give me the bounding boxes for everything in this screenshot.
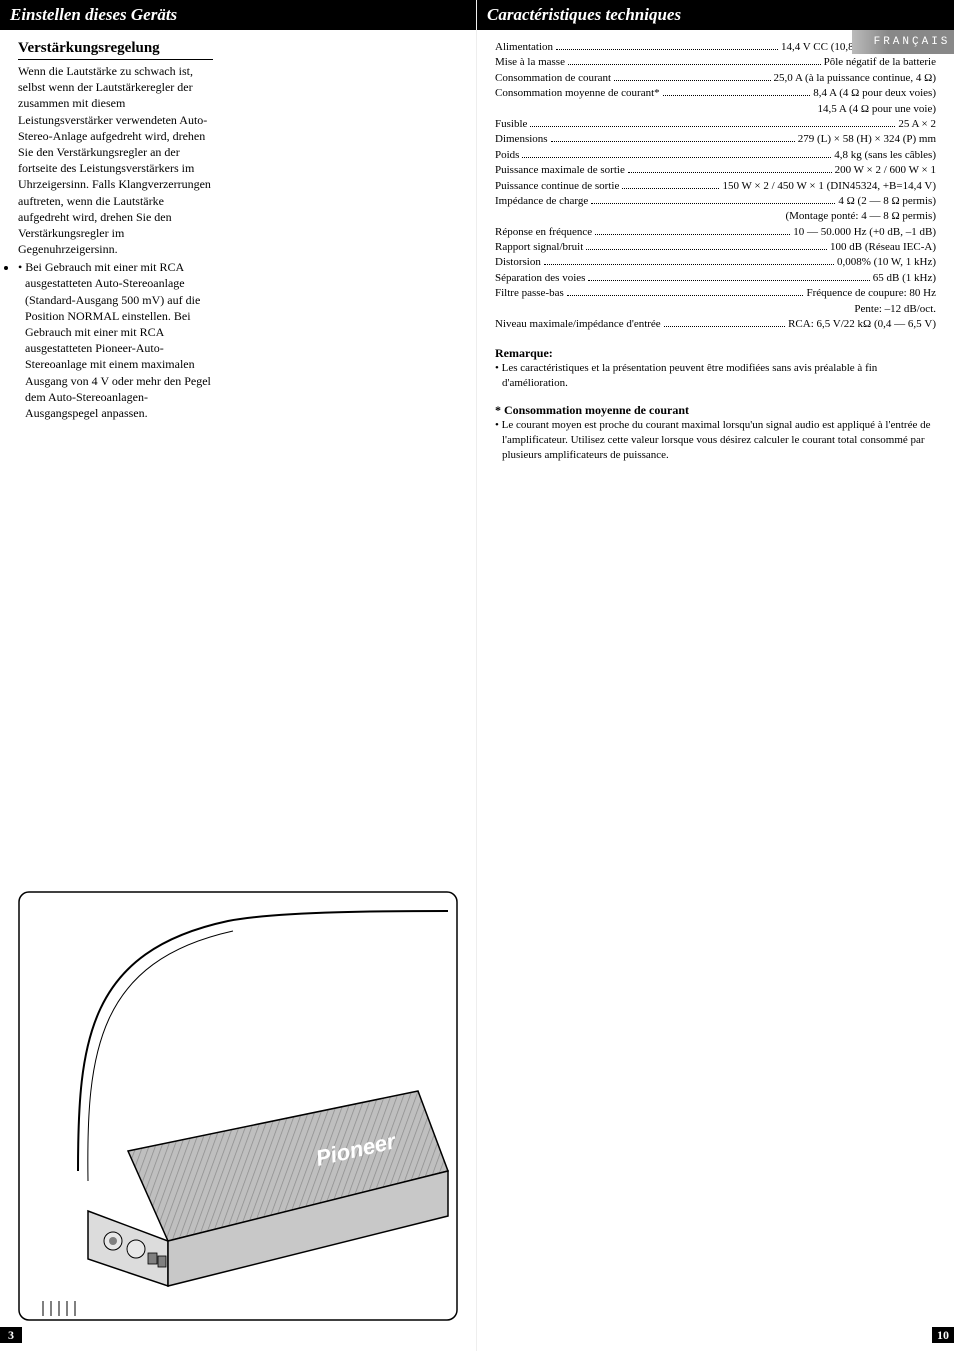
- section-title: Verstärkungsregelung: [18, 40, 213, 60]
- footnote-bullet: Le courant moyen est proche du courant m…: [495, 418, 936, 463]
- spec-label: Poids: [495, 148, 519, 163]
- spec-value: Fréquence de coupure: 80 Hz: [806, 286, 936, 301]
- spec-dots: [588, 280, 869, 281]
- spec-continuation: 14,5 A (4 Ω pour une voie): [495, 102, 936, 117]
- spec-dots: [530, 126, 895, 127]
- spec-dots: [556, 49, 778, 50]
- spec-label: Distorsion: [495, 255, 541, 270]
- amp-svg: Pioneer: [18, 891, 458, 1321]
- spec-dots: [522, 157, 831, 158]
- spec-label: Mise à la masse: [495, 55, 565, 70]
- spec-dots: [595, 234, 790, 235]
- spec-label: Dimensions: [495, 132, 548, 147]
- spec-value: Pôle négatif de la batterie: [824, 55, 936, 70]
- spec-row: Réponse en fréquence 10 — 50.000 Hz (+0 d…: [495, 225, 936, 240]
- spec-row: Mise à la masse Pôle négatif de la batter…: [495, 55, 936, 70]
- spec-value: 25,0 A (à la puissance continue, 4 Ω): [774, 71, 936, 86]
- spec-value: 8,4 A (4 Ω pour deux voies): [813, 86, 936, 101]
- spec-dots: [591, 203, 835, 204]
- amplifier-illustration: Pioneer: [18, 891, 458, 1321]
- spec-value: 100 dB (Réseau IEC-A): [830, 240, 936, 255]
- footnote-heading: * Consommation moyenne de courant: [495, 403, 936, 418]
- spec-row: Puissance continue de sortie 150 W × 2 / …: [495, 179, 936, 194]
- spec-row: Niveau maximale/impédance d'entrée RCA: 6…: [495, 317, 936, 332]
- spec-row: Poids 4,8 kg (sans les câbles): [495, 148, 936, 163]
- spec-label: Filtre passe-bas: [495, 286, 564, 301]
- spec-row: Séparation des voies 65 dB (1 kHz): [495, 271, 936, 286]
- language-tab: FRANÇAIS: [852, 30, 954, 54]
- spec-row: Rapport signal/bruit 100 dB (Réseau IEC-A…: [495, 240, 936, 255]
- spec-dots: [663, 95, 811, 96]
- spec-label: Rapport signal/bruit: [495, 240, 583, 255]
- spec-label: Alimentation: [495, 40, 553, 55]
- spec-dots: [551, 141, 795, 142]
- spec-row: Impédance de charge 4 Ω (2 — 8 Ω permis): [495, 194, 936, 209]
- spec-row: Dimensions 279 (L) × 58 (H) × 324 (P) mm: [495, 132, 936, 147]
- spec-value: 65 dB (1 kHz): [873, 271, 936, 286]
- left-page-number: 3: [0, 1327, 22, 1343]
- spec-dots: [586, 249, 827, 250]
- right-page-header: Caractéristiques techniques: [477, 0, 954, 30]
- left-page: Einstellen dieses Geräts Verstärkungsreg…: [0, 0, 477, 1351]
- remark-bullet: Les caractéristiques et la présentation …: [495, 361, 936, 391]
- spec-value: 25 A × 2: [898, 117, 936, 132]
- spec-row: Distorsion 0,008% (10 W, 1 kHz): [495, 255, 936, 270]
- remark-heading: Remarque:: [495, 346, 936, 361]
- spec-continuation: Pente: –12 dB/oct.: [495, 302, 936, 317]
- spec-list: Alimentation14,4 V CC (10,8 — 15,1 V per…: [495, 40, 936, 332]
- spec-value: 10 — 50.000 Hz (+0 dB, –1 dB): [793, 225, 936, 240]
- spec-value: RCA: 6,5 V/22 kΩ (0,4 — 6,5 V): [788, 317, 936, 332]
- left-column: Verstärkungsregelung Wenn die Lautstärke…: [18, 40, 213, 421]
- spec-label: Fusible: [495, 117, 527, 132]
- spec-value: 4 Ω (2 — 8 Ω permis): [838, 194, 936, 209]
- spec-row: Fusible 25 A × 2: [495, 117, 936, 132]
- spec-value: 150 W × 2 / 450 W × 1 (DIN45324, +B=14,4…: [722, 179, 936, 194]
- spec-continuation: (Montage ponté: 4 — 8 Ω permis): [495, 209, 936, 224]
- spec-label: Consommation de courant: [495, 71, 611, 86]
- spec-label: Réponse en fréquence: [495, 225, 592, 240]
- spec-label: Consommation moyenne de courant*: [495, 86, 660, 101]
- spec-row: Puissance maximale de sortie 200 W × 2 / …: [495, 163, 936, 178]
- spec-value: 4,8 kg (sans les câbles): [834, 148, 936, 163]
- spec-row: Consommation moyenne de courant* 8,4 A (4…: [495, 86, 936, 101]
- spec-label: Impédance de charge: [495, 194, 588, 209]
- spec-dots: [664, 326, 785, 327]
- spec-dots: [622, 188, 719, 189]
- spec-dots: [628, 172, 832, 173]
- spec-label: Puissance continue de sortie: [495, 179, 619, 194]
- body-paragraph: Wenn die Lautstärke zu schwach ist, selb…: [18, 63, 213, 257]
- left-page-header: Einstellen dieses Geräts: [0, 0, 476, 30]
- spec-row: Filtre passe-bas Fréquence de coupure: 80…: [495, 286, 936, 301]
- right-page-number: 10: [932, 1327, 954, 1343]
- spec-value: 200 W × 2 / 600 W × 1: [835, 163, 936, 178]
- spec-label: Niveau maximale/impédance d'entrée: [495, 317, 661, 332]
- right-page: Caractéristiques techniques FRANÇAIS Ali…: [477, 0, 954, 1351]
- spec-dots: [567, 295, 804, 296]
- spec-dots: [568, 64, 821, 65]
- body-bullet: Bei Gebrauch mit einer mit RCA ausgestat…: [18, 259, 213, 421]
- spec-dots: [544, 264, 834, 265]
- spec-label: Puissance maximale de sortie: [495, 163, 625, 178]
- spec-label: Séparation des voies: [495, 271, 585, 286]
- spec-value: 0,008% (10 W, 1 kHz): [837, 255, 936, 270]
- spec-row: Consommation de courant 25,0 A (à la puis…: [495, 71, 936, 86]
- spec-dots: [614, 80, 770, 81]
- spec-value: 279 (L) × 58 (H) × 324 (P) mm: [798, 132, 936, 147]
